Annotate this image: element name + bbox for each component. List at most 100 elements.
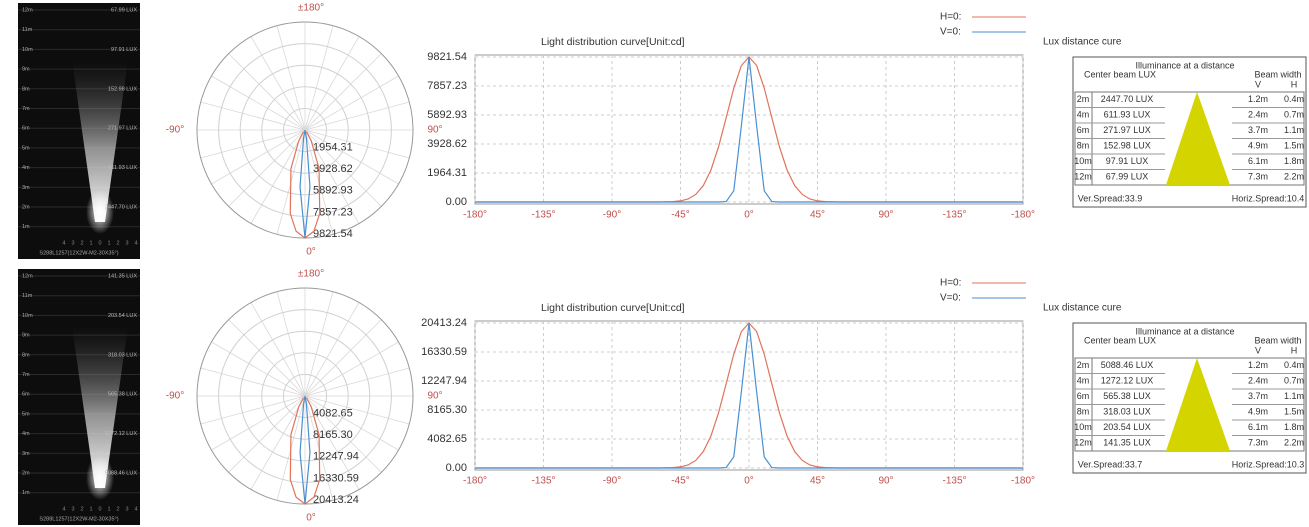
- polar-grid-circle: [239, 64, 371, 196]
- beam-x-label: 4: [134, 506, 137, 512]
- y-tick-label: 8165.30: [427, 404, 467, 416]
- distance-label: 6m: [22, 126, 30, 132]
- table-footer: Horiz.Spread:10.3: [1232, 459, 1305, 469]
- distance-label: 10m: [22, 47, 33, 53]
- distance-label: 4m: [22, 165, 30, 171]
- table-cell: 2.4m: [1248, 110, 1268, 120]
- x-tick-label: -180°: [1011, 210, 1035, 221]
- legend-label: V=0:: [940, 293, 961, 304]
- beam-x-label: 3: [71, 506, 74, 512]
- table-cell: 1.5m: [1284, 407, 1304, 417]
- table-cell: 12m: [1074, 172, 1092, 182]
- table-cell: 4.9m: [1248, 407, 1268, 417]
- x-tick-label: 90°: [878, 210, 893, 221]
- table-frame: [1072, 56, 1307, 208]
- table-cell: 141.35 LUX: [1103, 438, 1151, 448]
- table-cell: 3.7m: [1248, 391, 1268, 401]
- column-header: Beam width: [1254, 335, 1301, 345]
- light-glow: [86, 456, 114, 500]
- x-tick-label: -90°: [603, 210, 621, 221]
- table-cell: 2.2m: [1284, 172, 1304, 182]
- beam-x-label: 4: [62, 240, 65, 246]
- lux-label: 152.98 LUX: [108, 86, 137, 92]
- column-header: V: [1255, 79, 1261, 89]
- x-tick-label: 0°: [744, 210, 754, 221]
- table-cell: 0.7m: [1284, 376, 1304, 386]
- beam-x-label: 4: [134, 240, 137, 246]
- table-cell: 1.2m: [1248, 360, 1268, 370]
- lux-label: 1272.12 LUX: [105, 431, 137, 437]
- distance-label: 11m: [22, 27, 33, 33]
- table-cell: 0.4m: [1284, 360, 1304, 370]
- polar-spoke: [200, 101, 306, 131]
- table-cell: 1.1m: [1284, 125, 1304, 135]
- column-header: H: [1291, 345, 1298, 355]
- curve: [475, 56, 1023, 203]
- distance-label: 5m: [22, 411, 30, 417]
- x-tick-label: -90°: [603, 476, 621, 487]
- radial-tick-label: 1954.31: [313, 141, 353, 153]
- polar-spoke: [304, 129, 360, 224]
- table-cell: 1.1m: [1284, 391, 1304, 401]
- table-cell: 271.97 LUX: [1103, 125, 1151, 135]
- table-footer: Ver.Spread:33.7: [1078, 459, 1143, 469]
- table-cell: 1.2m: [1248, 94, 1268, 104]
- table-cell: 565.38 LUX: [1103, 391, 1151, 401]
- polar-spoke: [304, 129, 410, 159]
- y-tick-label: 0.00: [446, 196, 467, 208]
- polar-spoke: [304, 291, 334, 397]
- lux-label: 271.97 LUX: [108, 126, 137, 132]
- polar-grid-circle: [261, 352, 349, 440]
- polar-spoke: [304, 75, 399, 131]
- radial-tick-label: 12247.94: [313, 451, 359, 463]
- beam-x-label: 2: [116, 240, 119, 246]
- table-cell: 2447.70 LUX: [1101, 94, 1154, 104]
- polar-spoke: [200, 395, 306, 425]
- light-cone: [72, 60, 128, 222]
- table-cell: 203.54 LUX: [1103, 422, 1151, 432]
- polar-spoke: [304, 367, 410, 397]
- angle-label: 0°: [306, 513, 316, 524]
- column-header: Center beam LUX: [1084, 335, 1156, 345]
- table-cell: 6m: [1077, 125, 1090, 135]
- x-tick-label: 0°: [744, 476, 754, 487]
- table-header: Illuminance at a distance: [1135, 60, 1234, 70]
- legend-label: H=0:: [940, 278, 961, 289]
- distance-label: 12m: [22, 7, 33, 13]
- polar-spoke: [304, 395, 360, 490]
- x-tick-label: -180°: [1011, 476, 1035, 487]
- angle-label: 90°: [427, 125, 442, 136]
- table-cell: 1.8m: [1284, 156, 1304, 166]
- distance-label: 9m: [22, 333, 30, 339]
- table-cell: 2.2m: [1284, 438, 1304, 448]
- lux-label: 565.38 LUX: [108, 392, 137, 398]
- lux-label: 203.54 LUX: [108, 313, 137, 319]
- beam-x-label: 0: [98, 240, 101, 246]
- column-header: Center beam LUX: [1084, 69, 1156, 79]
- table-cell: 1272.12 LUX: [1101, 376, 1154, 386]
- table-cell: 0.7m: [1284, 110, 1304, 120]
- beam-triangle: [1166, 358, 1230, 451]
- polar-spoke: [304, 395, 399, 451]
- legend-label: V=0:: [940, 27, 961, 38]
- y-tick-label: 20413.24: [421, 317, 467, 329]
- table-cell: 7.3m: [1248, 438, 1268, 448]
- table-footer: Ver.Spread:33.9: [1078, 193, 1143, 203]
- lux-label: 318.03 LUX: [108, 352, 137, 358]
- polar-spoke: [304, 395, 410, 425]
- table-cell: 6.1m: [1248, 422, 1268, 432]
- table-cell: 0.4m: [1284, 94, 1304, 104]
- distance-label: 9m: [22, 67, 30, 73]
- table-cell: 7.3m: [1248, 172, 1268, 182]
- polar-spoke: [228, 53, 306, 131]
- lux-label: 141.35 LUX: [108, 273, 137, 279]
- polar-grid-circle: [282, 373, 328, 419]
- polar-spoke: [276, 25, 306, 131]
- polar-spoke: [304, 395, 382, 473]
- table-title: Lux distance cure: [1043, 303, 1122, 314]
- distance-label: 1m: [22, 490, 30, 496]
- chart-title: Light distribution curve[Unit:cd]: [541, 302, 685, 314]
- distance-label: 2m: [22, 204, 30, 210]
- polar-spoke: [250, 129, 306, 224]
